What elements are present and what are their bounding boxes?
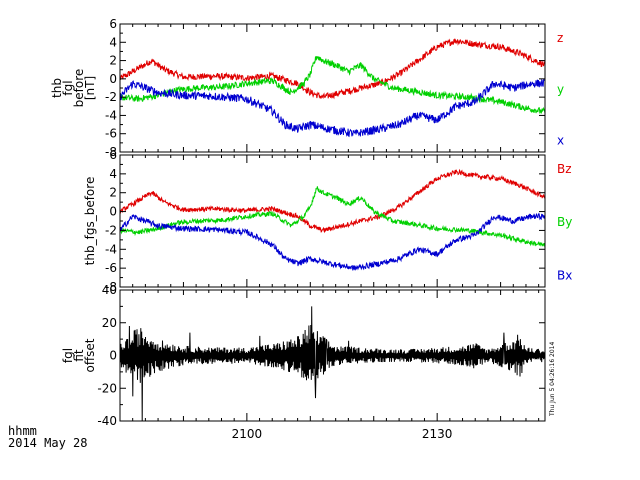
y-tick-label: 2: [109, 186, 117, 200]
legend-label-z: z: [557, 31, 563, 45]
y-axis-label: fgl: [61, 348, 75, 363]
y-tick-label: 20: [102, 316, 117, 330]
y-tick-label: -8: [105, 280, 117, 294]
y-axis-label: [nT]: [83, 76, 97, 100]
y-tick-label: 40: [102, 283, 117, 297]
y-tick-label: -2: [105, 90, 117, 104]
y-axis-label: before: [72, 69, 86, 108]
y-tick-label: -6: [105, 127, 117, 141]
y-tick-label: -8: [105, 145, 117, 159]
series-line-y: [119, 55, 546, 115]
timestamp-text: Thu Jun 5 04:26:16 2014: [549, 342, 556, 417]
legend-label-y: y: [557, 82, 564, 96]
y-axis-label: fit: [72, 349, 86, 362]
y-tick-label: 6: [109, 17, 117, 31]
series-line-x: [120, 78, 546, 138]
y-tick-label: 4: [109, 167, 117, 181]
legend-label-by: By: [557, 215, 572, 229]
y-axis-label: offset: [83, 338, 97, 372]
legend-label-bx: Bx: [557, 268, 572, 282]
legend-label-bz: Bz: [557, 162, 572, 176]
time-format-label: hhmm: [8, 424, 37, 438]
x-tick-label: 2100: [232, 427, 263, 441]
timestamp-stamp: Thu Jun 5 04:26:16 2014: [549, 342, 556, 417]
y-tick-label: 2: [109, 54, 117, 68]
date-label: 2014 May 28: [8, 436, 88, 450]
legend-label-x: x: [557, 134, 564, 148]
y-tick-label: -4: [105, 108, 117, 122]
y-tick-label: -2: [105, 223, 117, 237]
series-line-z: [119, 38, 546, 100]
y-tick-label: 0: [109, 349, 117, 363]
y-tick-label: 4: [109, 35, 117, 49]
y-axis-label: fgl: [61, 80, 75, 95]
y-tick-label: 0: [109, 205, 117, 219]
series-line-bz: [119, 168, 546, 234]
y-tick-label: -6: [105, 261, 117, 275]
y-axis-label: thb: [50, 78, 64, 98]
panel-fgs-before: Bz By Bx 6 4 2 0 -2 -4 -6 -8 thb_fgs_before: [83, 148, 572, 294]
y-tick-label: -40: [97, 414, 117, 428]
x-tick-label: 2130: [422, 427, 453, 441]
series-line-by: [119, 186, 546, 248]
y-tick-label: -20: [97, 381, 117, 395]
y-axis-label: thb_fgs_before: [83, 177, 97, 266]
series-line-bx: [119, 212, 546, 271]
series-line-offset: [119, 306, 546, 422]
y-tick-label: -4: [105, 242, 117, 256]
y-tick-label: 0: [109, 72, 117, 86]
y-tick-label: 6: [109, 148, 117, 162]
